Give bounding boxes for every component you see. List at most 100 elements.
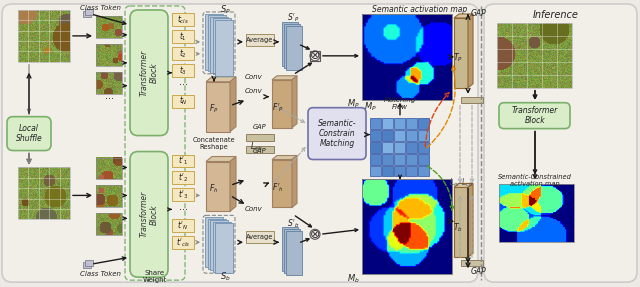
Bar [172,172,194,185]
Bar [382,154,393,164]
Bar [172,30,194,43]
Bar [85,9,93,15]
Bar [272,160,292,208]
Bar [418,166,429,177]
Bar [96,185,122,208]
Bar [286,231,302,275]
Text: $S_P$: $S_P$ [220,4,230,16]
Bar [172,154,194,168]
Text: $t'_N$: $t'_N$ [177,220,189,232]
Text: Semantic-
Constrain
Matching: Semantic- Constrain Matching [317,119,356,148]
Text: ⊗: ⊗ [310,228,320,241]
Bar [310,51,320,61]
Bar [215,20,233,76]
Polygon shape [468,14,473,88]
Polygon shape [468,183,473,257]
Bar [454,187,468,257]
Text: Class Token: Class Token [79,271,120,277]
Bar [172,95,194,108]
Text: $t_{cls}$: $t_{cls}$ [177,13,189,26]
Text: Conv: Conv [245,206,263,212]
Bar [406,130,417,141]
Bar [210,220,228,270]
Bar [461,97,483,103]
Bar [210,17,228,73]
Text: $S'_b$: $S'_b$ [287,217,300,230]
Text: $F'_h$: $F'_h$ [272,181,284,194]
Bar [205,217,223,267]
Bar [454,18,468,88]
Bar [206,82,230,132]
Bar [370,141,381,153]
Polygon shape [292,76,297,128]
Bar [246,34,274,46]
Text: $M_P$: $M_P$ [348,98,360,110]
Text: $t_N$: $t_N$ [179,95,188,107]
FancyBboxPatch shape [130,10,168,135]
Polygon shape [454,183,473,187]
Bar [497,23,572,88]
Bar [282,227,298,271]
Text: $L_{er}$: $L_{er}$ [449,176,461,189]
Text: $t'_{cls}$: $t'_{cls}$ [176,236,190,249]
Polygon shape [206,77,236,82]
Polygon shape [272,76,297,80]
Text: Average: Average [246,234,274,240]
Text: $t_2$: $t_2$ [179,47,187,60]
Bar [206,162,230,211]
Bar [394,130,405,141]
Bar [394,118,405,129]
Bar [83,11,91,17]
Bar [418,118,429,129]
Bar [18,168,70,219]
Polygon shape [454,14,473,18]
Bar [370,118,381,129]
Bar [215,223,233,273]
Bar [272,80,292,128]
Text: ⊗: ⊗ [310,49,320,62]
Bar [205,14,223,70]
Bar [246,146,274,153]
FancyBboxPatch shape [308,108,366,160]
Bar [394,166,405,177]
Polygon shape [292,156,297,208]
Bar [382,141,393,153]
Text: $F_h$: $F_h$ [209,182,219,195]
Text: ...: ... [104,91,113,101]
Text: Conv: Conv [245,74,263,80]
Text: $T_P$: $T_P$ [453,52,463,64]
Polygon shape [206,156,236,162]
Bar [406,141,417,153]
Bar [406,154,417,164]
Text: Inference: Inference [533,10,579,20]
Text: activation map: activation map [510,181,560,187]
Bar [406,166,417,177]
Text: $F_P$: $F_P$ [209,102,219,115]
FancyBboxPatch shape [2,4,478,282]
Bar [18,10,70,62]
Bar [246,231,274,243]
Text: $M_P$: $M_P$ [364,100,377,113]
Bar [172,236,194,249]
Bar [418,130,429,141]
Bar [96,44,122,66]
Bar [499,185,574,242]
Bar [172,219,194,232]
Text: ...: ... [179,202,188,212]
Bar [96,72,122,94]
Text: $t_3$: $t_3$ [179,64,187,77]
Polygon shape [230,77,236,132]
FancyBboxPatch shape [484,4,637,282]
Text: Average: Average [246,37,274,43]
Bar [370,154,381,164]
Bar [370,166,381,177]
Bar [212,222,230,272]
Text: Class Token: Class Token [79,5,120,11]
Text: Semantic-Constrained: Semantic-Constrained [498,174,572,181]
Polygon shape [272,156,297,160]
Text: GAP: GAP [471,267,487,276]
Bar [382,166,393,177]
Text: $t'_3$: $t'_3$ [178,189,188,201]
Text: $T_b$: $T_b$ [453,221,463,234]
Bar [284,24,300,68]
